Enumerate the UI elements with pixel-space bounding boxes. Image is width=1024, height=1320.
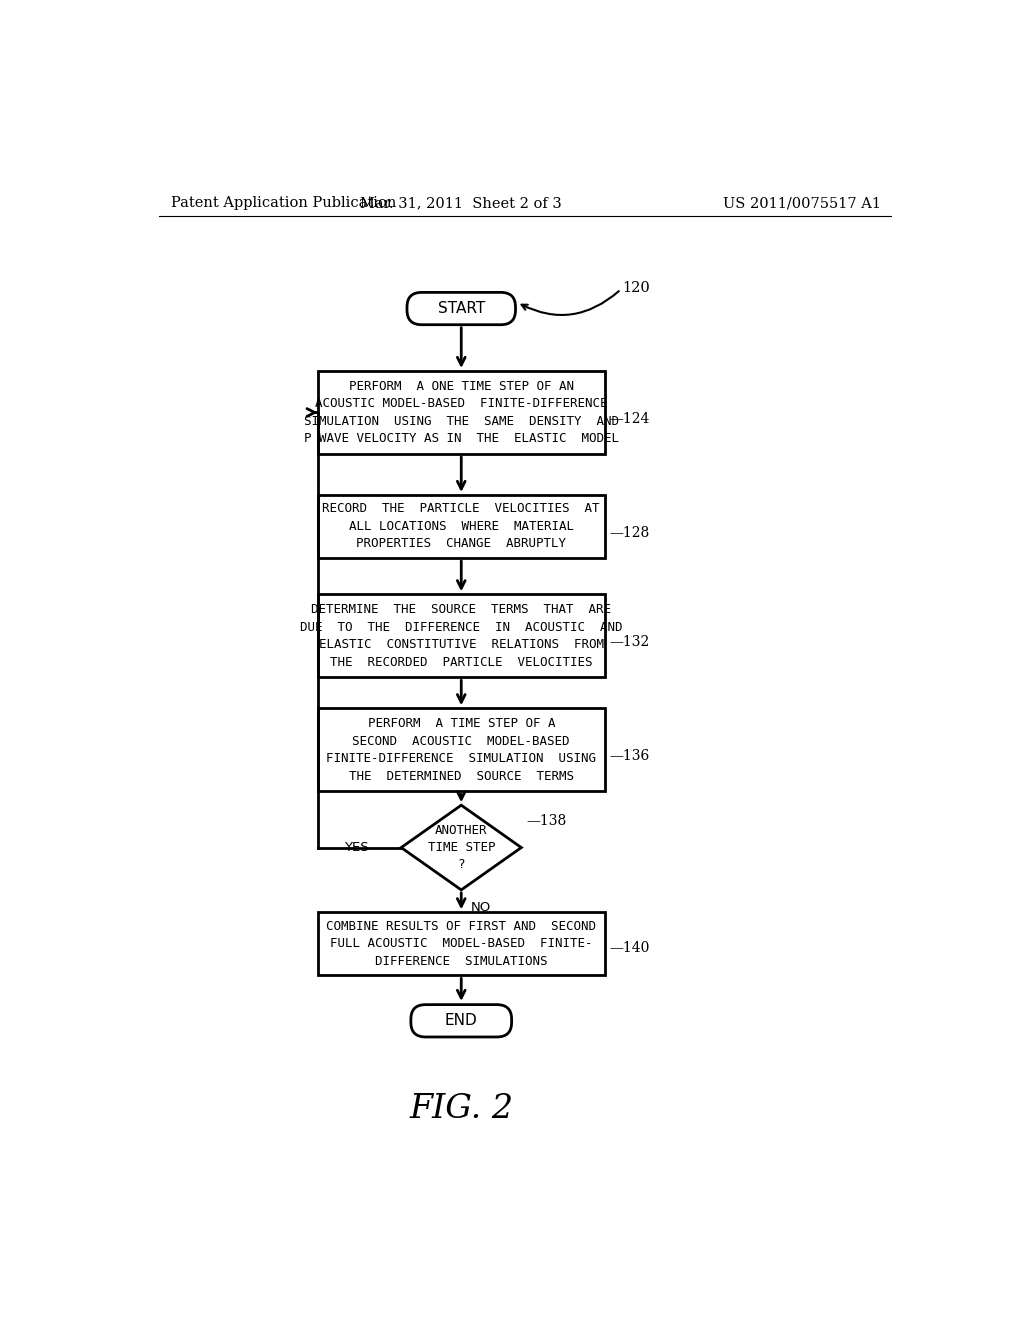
Text: —128: —128: [609, 525, 649, 540]
FancyBboxPatch shape: [317, 912, 604, 975]
Text: DETERMINE  THE  SOURCE  TERMS  THAT  ARE
DUE  TO  THE  DIFFERENCE  IN  ACOUSTIC : DETERMINE THE SOURCE TERMS THAT ARE DUE …: [300, 603, 623, 668]
Text: END: END: [444, 1014, 477, 1028]
FancyBboxPatch shape: [317, 495, 604, 558]
Text: —136: —136: [609, 748, 649, 763]
FancyBboxPatch shape: [407, 293, 515, 325]
FancyBboxPatch shape: [317, 708, 604, 792]
Text: RECORD  THE  PARTICLE  VELOCITIES  AT
ALL LOCATIONS  WHERE  MATERIAL
PROPERTIES : RECORD THE PARTICLE VELOCITIES AT ALL LO…: [323, 503, 600, 550]
Text: US 2011/0075517 A1: US 2011/0075517 A1: [723, 197, 882, 210]
FancyBboxPatch shape: [317, 371, 604, 454]
Text: Patent Application Publication: Patent Application Publication: [171, 197, 396, 210]
Text: 120: 120: [623, 281, 650, 294]
Text: —138: —138: [526, 813, 566, 828]
Text: PERFORM  A ONE TIME STEP OF AN
ACOUSTIC MODEL-BASED  FINITE-DIFFERENCE
SIMULATIO: PERFORM A ONE TIME STEP OF AN ACOUSTIC M…: [304, 380, 618, 445]
Text: —140: —140: [609, 941, 649, 954]
Polygon shape: [401, 805, 521, 890]
FancyBboxPatch shape: [411, 1005, 512, 1038]
FancyBboxPatch shape: [317, 594, 604, 677]
Text: ANOTHER
TIME STEP
?: ANOTHER TIME STEP ?: [427, 824, 495, 871]
Text: START: START: [437, 301, 485, 315]
Text: PERFORM  A TIME STEP OF A
SECOND  ACOUSTIC  MODEL-BASED
FINITE-DIFFERENCE  SIMUL: PERFORM A TIME STEP OF A SECOND ACOUSTIC…: [327, 717, 596, 783]
Text: FIG. 2: FIG. 2: [410, 1093, 513, 1126]
Text: NO: NO: [471, 900, 490, 913]
Text: YES: YES: [344, 841, 369, 854]
Text: COMBINE RESULTS OF FIRST AND  SECOND
FULL ACOUSTIC  MODEL-BASED  FINITE-
DIFFERE: COMBINE RESULTS OF FIRST AND SECOND FULL…: [327, 920, 596, 968]
Text: Mar. 31, 2011  Sheet 2 of 3: Mar. 31, 2011 Sheet 2 of 3: [360, 197, 562, 210]
Text: —124: —124: [609, 412, 649, 425]
Text: —132: —132: [609, 635, 649, 649]
